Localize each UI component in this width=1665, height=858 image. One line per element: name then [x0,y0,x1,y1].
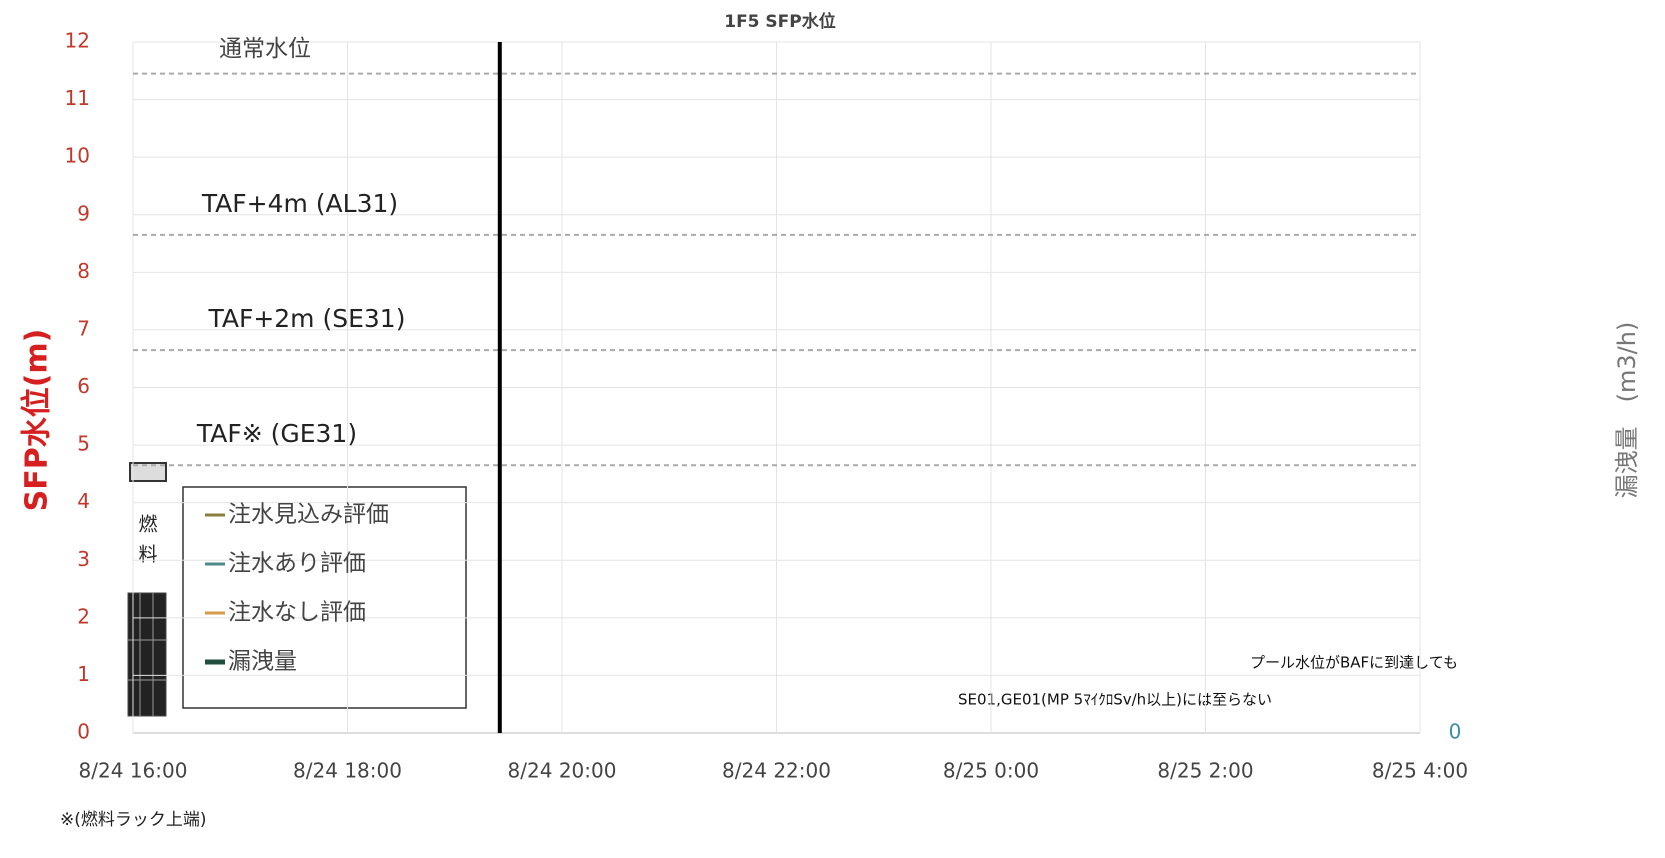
x-tick-label: 8/25 4:00 [1372,759,1468,783]
x-tick-label: 8/24 20:00 [508,759,617,783]
y-tick-label: 10 [65,144,90,168]
fuel-label: 料 [138,544,157,566]
legend-label: 注水なし評価 [228,600,366,626]
reference-label: TAF※ (GE31) [196,419,357,448]
reference-label: TAF+2m (SE31) [208,304,406,333]
x-tick-label: 8/25 2:00 [1157,759,1253,783]
y-tick-label: 6 [77,374,90,398]
fuel-label: 燃 [138,514,157,536]
y-tick-label: 11 [65,86,90,110]
x-tick-label: 8/24 22:00 [722,759,831,783]
chart-title: 1F5 SFP水位 [724,11,836,32]
fuel-icon [127,462,167,717]
y-tick-label: 12 [65,29,90,53]
annotation: プール水位がBAFに到達しても [1250,654,1458,672]
footnote: ※(燃料ラック上端) [60,810,207,830]
x-tick-label: 8/24 18:00 [293,759,402,783]
y-tick-label: 0 [77,720,90,744]
y-tick-label: 7 [77,316,90,340]
y-tick-label: 5 [77,432,90,456]
legend-label: 注水あり評価 [228,551,366,577]
x-tick-label: 8/25 0:00 [943,759,1039,783]
y-tick-label: 3 [77,547,90,571]
x-tick-label: 8/24 16:00 [79,759,188,783]
y-tick-label: 2 [77,604,90,628]
reference-label: 通常水位 [219,36,311,62]
y2-tick-label: 0 [1449,720,1462,744]
y2-axis-title: 漏洩量 (m3/h) [1613,322,1641,499]
annotation: SE01,GE01(MP 5ﾏｲｸﾛSv/h以上)には至らない [958,691,1272,709]
y-tick-label: 8 [77,259,90,283]
legend-box [182,486,467,709]
y-tick-label: 4 [77,489,90,513]
y-tick-label: 9 [77,201,90,225]
legend-label: 漏洩量 [228,649,297,675]
y-tick-label: 1 [77,662,90,686]
legend-label: 注水見込み評価 [228,502,389,528]
y-axis-title: SFP水位(m) [20,329,55,512]
reference-label: TAF+4m (AL31) [201,189,398,218]
